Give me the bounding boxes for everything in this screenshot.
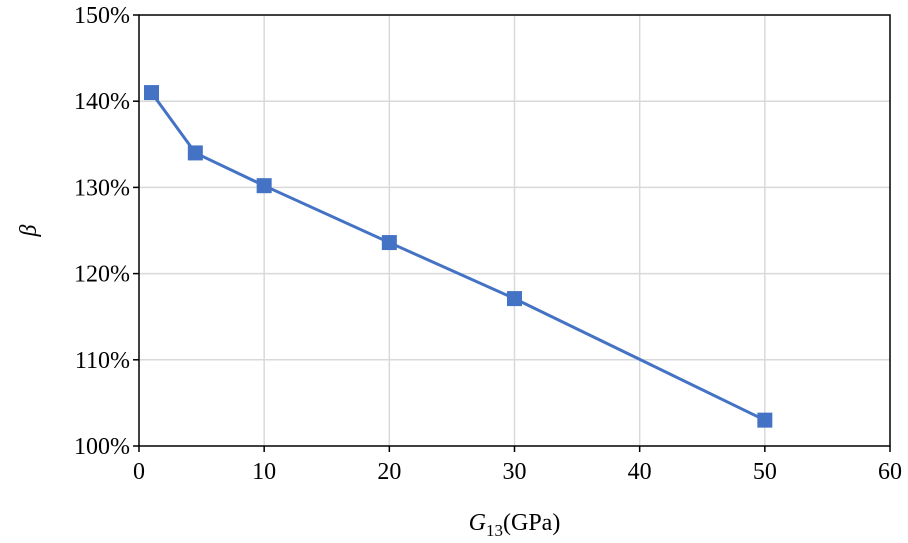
y-tick-label: 100% (74, 434, 130, 460)
x-tick-label: 0 (133, 459, 145, 485)
data-point-marker (144, 85, 160, 101)
x-axis-subscript: 13 (486, 521, 503, 540)
x-tick-label: 10 (252, 459, 276, 485)
data-point-marker (757, 412, 773, 428)
tick-labels: 0 10 20 30 40 50 60 100% 110% 120% 130% 140% 150% (74, 3, 902, 485)
x-tick-label: 30 (503, 459, 527, 485)
data-point-marker (256, 178, 272, 194)
data-point-marker (507, 291, 522, 307)
y-axis-title: β (16, 224, 42, 237)
x-tick-label: 20 (377, 459, 401, 485)
series-line (150, 91, 766, 422)
x-tick-label: 60 (878, 459, 902, 485)
x-tick-label: 40 (628, 459, 652, 485)
y-tick-label: 120% (74, 262, 130, 288)
y-tick-label: 150% (74, 3, 130, 29)
grid (139, 15, 890, 446)
y-tick-label: 140% (74, 89, 130, 115)
data-point-marker (381, 235, 397, 251)
series-layer (144, 85, 773, 428)
axis-ticks (133, 14, 891, 452)
x-tick-label: 50 (753, 459, 777, 485)
data-point-marker (187, 145, 203, 161)
x-axis-title: G13(GPa) (469, 510, 561, 540)
x-axis-unit: (GPa) (503, 510, 560, 536)
y-tick-label: 110% (75, 348, 130, 374)
y-tick-label: 130% (74, 175, 130, 201)
x-axis-symbol: G (469, 510, 486, 536)
